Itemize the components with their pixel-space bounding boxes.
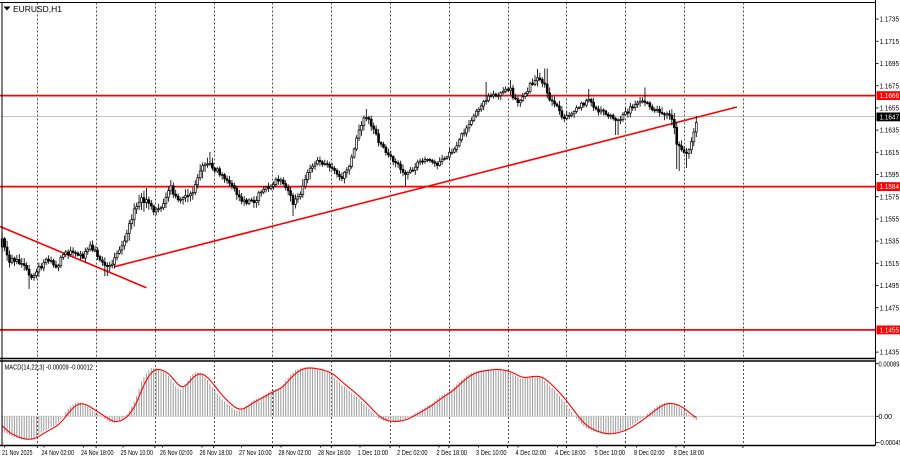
svg-text:1.1595: 1.1595: [880, 172, 900, 179]
svg-text:1.1615: 1.1615: [880, 150, 900, 157]
svg-text:1.1695: 1.1695: [880, 61, 900, 68]
svg-text:1.1715: 1.1715: [880, 39, 900, 46]
svg-text:-0.00049: -0.00049: [879, 440, 900, 447]
svg-text:1.1635: 1.1635: [880, 128, 900, 135]
svg-text:4 Dec 18:00: 4 Dec 18:00: [555, 450, 586, 457]
svg-text:5 Dec 10:00: 5 Dec 10:00: [595, 450, 626, 457]
svg-text:1.1435: 1.1435: [880, 350, 900, 357]
svg-text:1.1575: 1.1575: [880, 194, 900, 201]
svg-text:2 Dec 02:00: 2 Dec 02:00: [397, 450, 428, 457]
svg-text:28 Nov 02:00: 28 Nov 02:00: [279, 450, 312, 457]
svg-text:26 Nov 02:00: 26 Nov 02:00: [160, 450, 193, 457]
svg-text:1.1455: 1.1455: [880, 328, 900, 335]
svg-text:24 Nov 02:00: 24 Nov 02:00: [42, 450, 75, 457]
svg-text:8 Dec 02:00: 8 Dec 02:00: [634, 450, 665, 457]
svg-text:28 Nov 18:00: 28 Nov 18:00: [318, 450, 351, 457]
svg-text:26 Nov 18:00: 26 Nov 18:00: [200, 450, 233, 457]
svg-text:1.1666: 1.1666: [880, 93, 900, 100]
svg-text:1.1584: 1.1584: [880, 184, 900, 191]
svg-text:EURUSD,H1: EURUSD,H1: [13, 4, 62, 14]
svg-text:24 Nov 18:00: 24 Nov 18:00: [81, 450, 114, 457]
svg-text:1.1515: 1.1515: [880, 261, 900, 268]
svg-text:MACD(14,22,3) -0.00009 -0.0001: MACD(14,22,3) -0.00009 -0.00012: [5, 363, 94, 372]
svg-text:1.1647: 1.1647: [880, 115, 900, 122]
svg-text:27 Nov 10:00: 27 Nov 10:00: [239, 450, 272, 457]
svg-text:0.00089: 0.00089: [879, 361, 900, 368]
svg-text:8 Dec 18:00: 8 Dec 18:00: [674, 450, 705, 457]
svg-text:25 Nov 10:00: 25 Nov 10:00: [121, 450, 154, 457]
svg-text:2 Dec 18:00: 2 Dec 18:00: [437, 450, 468, 457]
svg-text:4 Dec 02:00: 4 Dec 02:00: [516, 450, 547, 457]
svg-text:1.1655: 1.1655: [880, 106, 900, 113]
svg-text:1.1475: 1.1475: [880, 305, 900, 312]
svg-text:1.1495: 1.1495: [880, 283, 900, 290]
svg-text:1 Dec 10:00: 1 Dec 10:00: [358, 450, 389, 457]
svg-text:21 Nov 2025: 21 Nov 2025: [2, 450, 33, 457]
svg-text:1.1675: 1.1675: [880, 83, 900, 90]
svg-text:1.1535: 1.1535: [880, 239, 900, 246]
svg-text:3 Dec 10:00: 3 Dec 10:00: [476, 450, 507, 457]
svg-text:1.1735: 1.1735: [880, 17, 900, 24]
svg-text:1.1555: 1.1555: [880, 217, 900, 224]
svg-text:0.00: 0.00: [879, 414, 893, 421]
